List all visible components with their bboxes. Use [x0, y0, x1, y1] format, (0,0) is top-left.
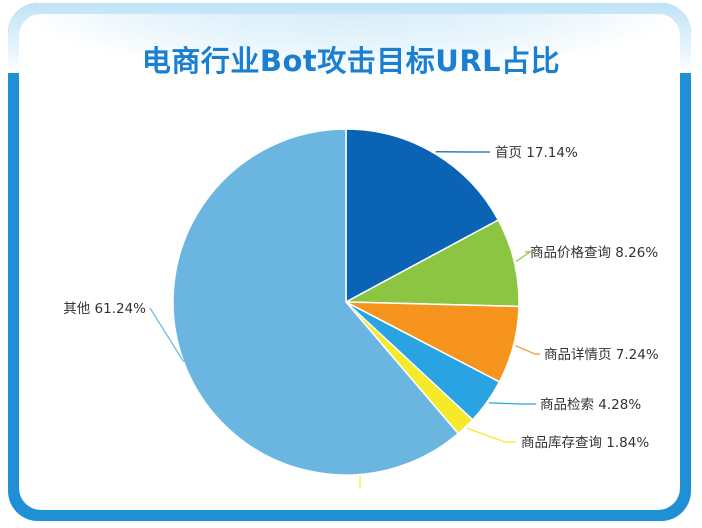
- leader-lines: [149, 151, 540, 488]
- chart-title: 电商行业Bot攻击目标URL占比: [141, 44, 561, 78]
- pie-slices: [172, 128, 520, 476]
- pie-slice-2: [343, 218, 520, 308]
- slice-label-5: 商品库存查询 1.84%: [521, 435, 649, 451]
- leader-line-5: [466, 427, 516, 443]
- slice-label-1: 首页 17.14%: [495, 145, 578, 161]
- pie-slice-6: [172, 128, 460, 476]
- slice-label-3: 商品详情页 7.24%: [544, 347, 659, 363]
- slice-label-6: 其他 61.24%: [63, 301, 146, 317]
- slice-label-2: 商品价格查询 8.26%: [530, 245, 658, 261]
- slice-label-4: 商品检索 4.28%: [540, 397, 641, 413]
- chart-frame: [8, 3, 691, 521]
- header-wave: [19, 14, 680, 74]
- leader-line-3: [515, 345, 540, 355]
- leader-line-2: [515, 251, 532, 262]
- pie-slice-1: [345, 128, 500, 304]
- slice-labels: 首页 17.14% 商品价格查询 8.26% 商品详情页 7.24% 商品检索 4.2…: [63, 145, 659, 451]
- leader-line-6: [149, 307, 185, 363]
- leader-line-4: [488, 402, 536, 405]
